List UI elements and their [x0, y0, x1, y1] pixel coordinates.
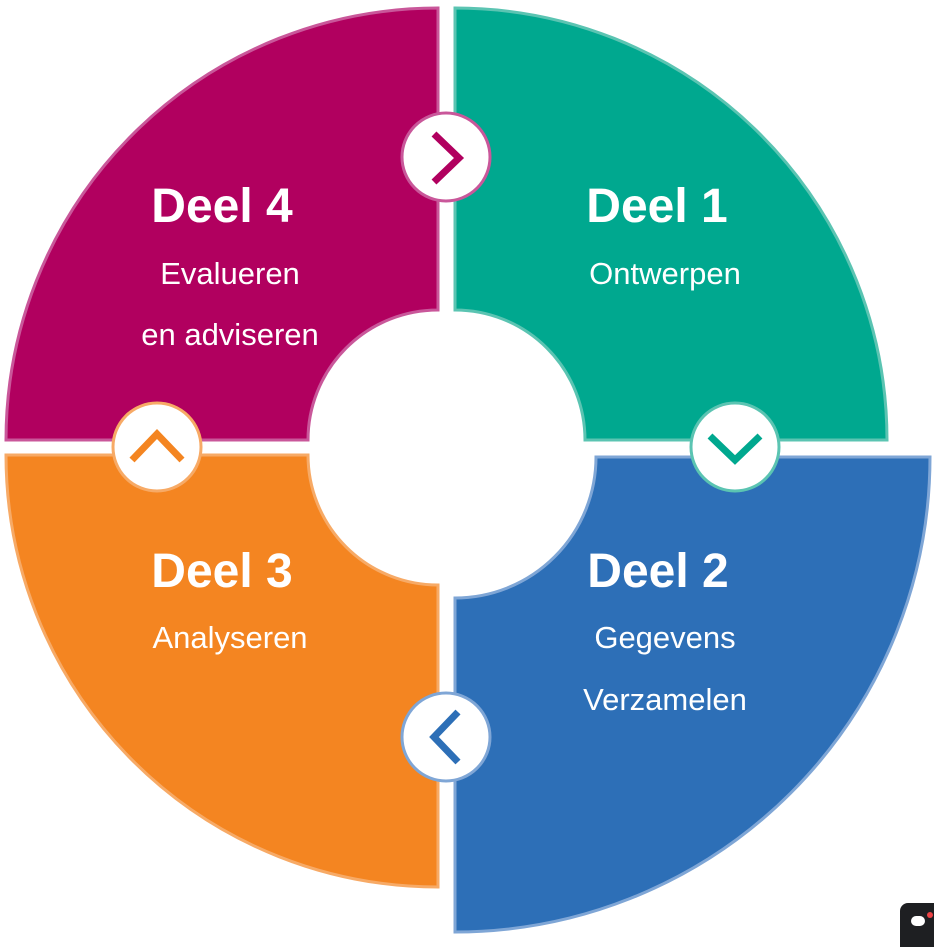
segment-deel-4-line-2: en adviseren [141, 317, 319, 352]
segment-deel-3[interactable]: Deel 3 Analyseren [4, 453, 440, 889]
segment-deel-4[interactable]: Deel 4 Evalueren en adviseren [4, 6, 440, 442]
segment-deel-3-title: Deel 3 [151, 545, 292, 598]
chevron-right-icon [400, 111, 492, 203]
chevron-down-icon [689, 401, 781, 493]
segment-deel-1-shape [453, 6, 889, 442]
segment-deel-2-title: Deel 2 [587, 545, 728, 598]
segment-deel-2-line-2: Verzamelen [583, 682, 747, 717]
segment-deel-1-title: Deel 1 [586, 180, 727, 233]
chat-icon [911, 916, 925, 926]
segment-deel-2-line-1: Gegevens [594, 620, 735, 655]
chevron-up-icon [111, 401, 203, 493]
segment-deel-3-line-1: Analyseren [152, 620, 307, 655]
chevron-left-icon [400, 691, 492, 783]
segment-deel-4-shape [4, 6, 440, 442]
segment-deel-3-shape [4, 453, 440, 889]
segment-deel-2[interactable]: Deel 2 Gegevens Verzamelen [453, 455, 932, 934]
segment-deel-1[interactable]: Deel 1 Ontwerpen [453, 6, 889, 442]
segment-deel-2-shape [453, 455, 932, 934]
segment-deel-4-title: Deel 4 [151, 180, 293, 233]
chat-widget-button[interactable] [900, 903, 934, 947]
notification-dot [927, 912, 933, 918]
segment-deel-1-line-1: Ontwerpen [589, 256, 741, 291]
segment-deel-4-line-1: Evalueren [160, 256, 300, 291]
